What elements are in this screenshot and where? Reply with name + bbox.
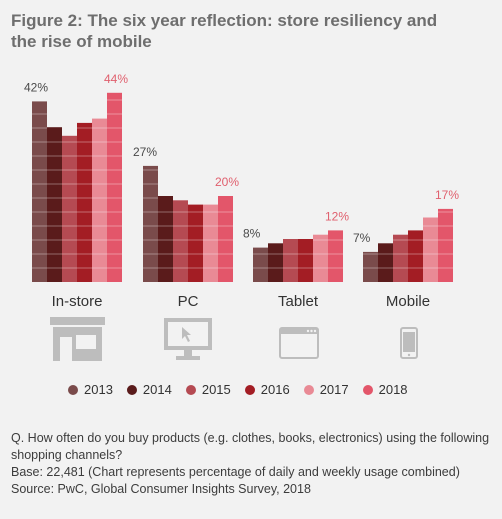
legend-label-2017: 2017 <box>319 382 349 397</box>
bar-in-store-2016 <box>77 122 92 283</box>
legend-swatch-2013 <box>68 384 78 395</box>
legend-item-2014: 2014 <box>126 382 172 397</box>
legend-item-2016: 2016 <box>244 382 290 397</box>
legend-label-2013: 2013 <box>84 382 113 397</box>
legend-item-2013: 2013 <box>68 382 113 397</box>
data-label-pc-last: 20% <box>215 175 239 189</box>
legend-label-2015: 2015 <box>201 382 231 397</box>
data-label-mobile-last: 17% <box>435 188 459 202</box>
category-label-in-store: In-store <box>52 293 103 310</box>
data-label-pc-first: 27% <box>133 145 157 159</box>
legend-swatch-2015 <box>185 384 196 395</box>
bar-tablet-2018 <box>328 230 343 282</box>
pc-icon <box>164 318 212 360</box>
legend-swatch-2018 <box>362 384 373 395</box>
bar-pc-2017 <box>203 204 218 282</box>
mobile-icon <box>400 327 418 359</box>
bar-in-store-2017 <box>92 118 107 282</box>
category-label-tablet: Tablet <box>278 293 319 310</box>
bar-pc-2018 <box>218 196 233 282</box>
bar-mobile-2017 <box>423 217 438 282</box>
bar-pc-2014 <box>158 196 173 282</box>
chart-notes: Q. How often do you buy products (e.g. c… <box>11 430 491 498</box>
store-icon <box>50 317 105 361</box>
bar-tablet-2016 <box>298 239 313 282</box>
legend-item-2018: 2018 <box>362 382 408 397</box>
bar-tablet-2014 <box>268 243 283 282</box>
bar-pc-2016 <box>188 204 203 282</box>
tablet-icon <box>279 327 319 359</box>
survey-question: Q. How often do you buy products (e.g. c… <box>11 431 490 462</box>
legend-label-2018: 2018 <box>378 382 408 397</box>
legend-item-2015: 2015 <box>185 382 231 397</box>
bar-pc-2013 <box>143 165 158 282</box>
bar-in-store-2014 <box>47 127 62 282</box>
legend-label-2016: 2016 <box>260 382 290 397</box>
legend-swatch-2014 <box>126 384 137 395</box>
bar-mobile-2015 <box>393 234 408 282</box>
bar-in-store-2018 <box>107 92 122 282</box>
legend-swatch-2016 <box>244 384 255 395</box>
legend-item-2017: 2017 <box>303 382 349 397</box>
data-label-in-store-first: 42% <box>24 80 48 94</box>
category-label-mobile: Mobile <box>386 293 430 310</box>
bar-pc-2015 <box>173 200 188 282</box>
bar-in-store-2015 <box>62 135 77 282</box>
bar-tablet-2017 <box>313 234 328 282</box>
data-label-in-store-last: 44% <box>104 72 128 86</box>
bar-mobile-2016 <box>408 230 423 282</box>
legend-swatch-2017 <box>303 384 314 395</box>
data-label-tablet-first: 8% <box>243 227 261 241</box>
survey-source: Source: PwC, Global Consumer Insights Su… <box>11 482 311 496</box>
survey-base: Base: 22,481 (Chart represents percentag… <box>11 465 460 479</box>
bar-mobile-2018 <box>438 208 453 282</box>
data-label-mobile-first: 7% <box>353 231 371 245</box>
category-label-pc: PC <box>178 293 199 310</box>
bar-tablet-2015 <box>283 239 298 282</box>
bar-mobile-2013 <box>363 251 378 282</box>
data-label-tablet-last: 12% <box>325 209 349 223</box>
bar-tablet-2013 <box>253 247 268 282</box>
chart-title: Figure 2: The six year reflection: store… <box>11 11 438 51</box>
chart-legend: 2013 2014 2015 2016 2017 2018 <box>68 382 408 397</box>
bar-mobile-2014 <box>378 243 393 282</box>
legend-label-2014: 2014 <box>142 382 172 397</box>
bar-chart: 42% 44% In-store 27% 20% PC 8% 12% Tablet 7% 17% Mo… <box>24 72 459 310</box>
bar-in-store-2013 <box>32 101 47 283</box>
